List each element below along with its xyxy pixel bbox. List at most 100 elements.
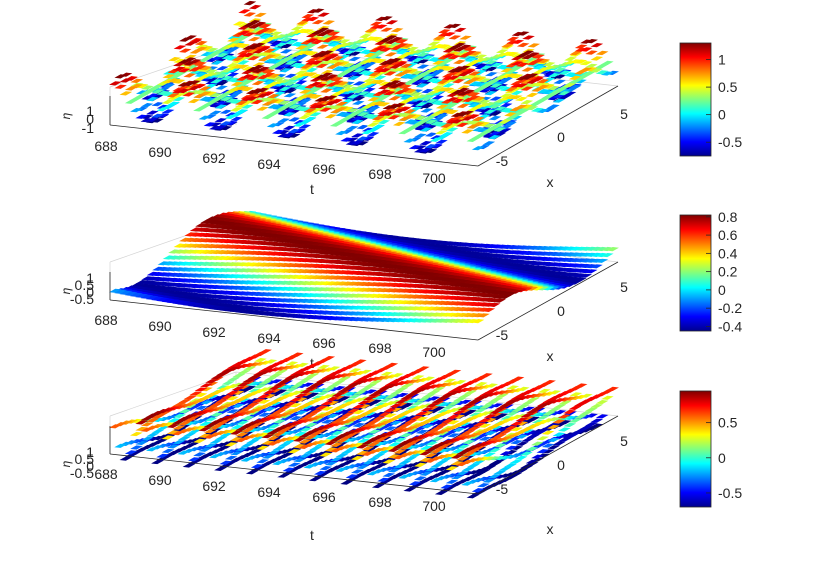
surface-patch (383, 71, 397, 76)
surface-patch (251, 68, 265, 74)
surface-patch (395, 49, 409, 55)
surface-patch (526, 434, 540, 439)
surface-patch (215, 85, 228, 90)
surface-patch (193, 93, 206, 99)
surface-patch (199, 65, 213, 71)
x-tick-label: 698 (368, 340, 392, 356)
surface-patch (219, 109, 233, 114)
surface-patch (261, 114, 275, 120)
surface-patch (488, 461, 502, 466)
surface-patch (394, 72, 408, 77)
surface-patch (327, 42, 341, 47)
surface-patch (343, 50, 356, 55)
surface-patch (400, 63, 413, 69)
surface-patch (140, 102, 154, 108)
surface-patch (167, 78, 181, 83)
surface-patch (552, 441, 566, 446)
surface-patch (420, 103, 434, 109)
surface-patch (326, 64, 339, 70)
surface-patch (279, 49, 293, 54)
surface-patch (585, 63, 598, 69)
surface-patch (327, 31, 340, 36)
surface-patch (395, 386, 409, 392)
surface-patch (485, 60, 498, 65)
surface-patch (442, 83, 455, 88)
surface-patch (558, 437, 571, 442)
surface-patch (348, 56, 361, 62)
surface-patch (221, 55, 235, 60)
surface-patch (194, 76, 207, 81)
surface-patch (388, 83, 402, 89)
surface-patch (119, 78, 133, 83)
surface-patch (312, 8, 325, 13)
surface-patch (284, 60, 298, 65)
surface-patch (246, 66, 260, 72)
colorbar-2-ticks: 0.80.60.40.20-0.2-0.4 (706, 209, 742, 334)
plot-1: 688 690 692 694 696 698 700 t -5 0 5 x 1… (59, 0, 742, 197)
surface-patch (324, 114, 338, 119)
surface-patch (574, 402, 587, 407)
surface-patch (568, 405, 582, 411)
surface-patch (243, 0, 257, 6)
surface-patch (325, 82, 339, 87)
surface-patch (516, 62, 529, 67)
surface-patch (585, 38, 598, 44)
surface-patch (183, 61, 197, 66)
surface-patch (248, 4, 262, 10)
surface-patch (332, 380, 346, 385)
surface-patch (525, 446, 539, 452)
z-axis-label: η (59, 112, 73, 119)
surface-patch (172, 79, 186, 84)
surface-patch (389, 64, 402, 69)
surface-3 (109, 349, 619, 499)
surface-patch (462, 439, 476, 445)
surface-patch (494, 106, 507, 111)
surface-patch (200, 383, 213, 388)
surface-patch (443, 32, 456, 37)
surface-patch (506, 51, 519, 57)
surface-patch (189, 49, 203, 54)
x-tick-label: 688 (94, 138, 118, 154)
surface-patch (294, 80, 308, 85)
surface-patch (424, 132, 438, 137)
surface-patch (173, 45, 187, 50)
surface-patch (579, 47, 593, 52)
z-tick-label: -0.5 (70, 291, 94, 307)
surface-patch (472, 96, 486, 101)
colorbar-tick-label: -0.5 (718, 134, 742, 150)
surface-patch (484, 90, 497, 96)
surface-patch (415, 102, 428, 107)
surface-patch (301, 376, 314, 381)
surface-patch (542, 61, 556, 67)
x-tick-label: 694 (257, 156, 281, 172)
surface-patch (466, 124, 480, 129)
surface-patch (590, 68, 603, 73)
surface-patch (305, 67, 319, 73)
z-ticks-2: 1 0.5 0 -0.5 (70, 270, 94, 307)
surface-patch (237, 60, 250, 65)
surface-patch (359, 33, 372, 39)
surface-patch (311, 39, 324, 45)
surface-patch (595, 50, 609, 56)
surface-patch (209, 110, 222, 115)
colorbar-tick-label: 0.4 (718, 245, 738, 261)
colorbar-2: 0.80.60.40.20-0.2-0.4 (679, 209, 742, 334)
surface-patch (426, 77, 440, 83)
y-axis-label: x (547, 174, 554, 190)
surface-patch (300, 50, 314, 55)
surface-patch (352, 81, 366, 86)
surface-patch (290, 26, 304, 31)
surface-patch (420, 108, 433, 113)
surface-patch (306, 373, 320, 378)
surface-patch (506, 385, 520, 390)
surface-patch (398, 130, 411, 135)
surface-patch (280, 37, 293, 42)
surface-patch (299, 64, 313, 69)
surface-patch (531, 87, 544, 92)
surface-patch (220, 75, 234, 81)
surface-patch (516, 404, 530, 409)
surface-patch (435, 104, 449, 109)
surface-patch (109, 81, 122, 86)
surface-patch (438, 29, 451, 34)
surface-patch (584, 407, 598, 412)
